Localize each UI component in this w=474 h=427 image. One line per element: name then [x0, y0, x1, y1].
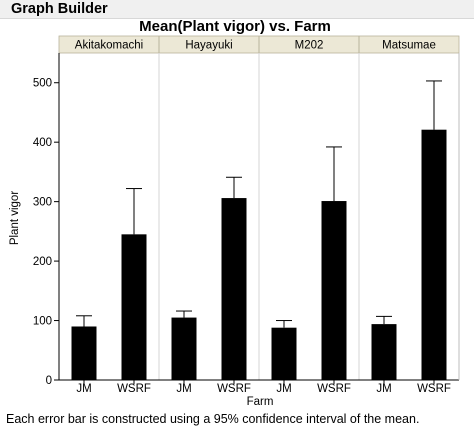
x-tick-label: JM [176, 383, 191, 395]
chart-title: Mean(Plant vigor) vs. Farm [139, 18, 331, 35]
plot-area: Akitakomachi JM WSRF Hayayuki JM WSRF M202 JM WS… [33, 35, 460, 395]
window-titlebar: Graph Builder [0, 0, 474, 19]
bar [371, 324, 397, 380]
x-axis-label: Farm [247, 396, 274, 408]
bar [171, 317, 197, 380]
x-tick-label: WSRF [317, 383, 351, 395]
panel-label: Hayayuki [185, 40, 232, 52]
bar [421, 129, 447, 380]
x-tick-label: JM [376, 383, 391, 395]
bar [221, 198, 247, 380]
y-tick-label: 200 [33, 256, 52, 268]
bar [271, 327, 297, 380]
panel-label: Matsumae [382, 40, 436, 52]
chart: Mean(Plant vigor) vs. Farm Plant vigor F… [9, 18, 460, 408]
x-tick-label: WSRF [417, 383, 451, 395]
y-tick-label: 300 [33, 197, 52, 209]
y-axis-label: Plant vigor [9, 191, 21, 246]
panel-label: Akitakomachi [75, 40, 143, 52]
panel-label: M202 [295, 40, 324, 52]
y-tick-label: 400 [33, 137, 52, 149]
bar [71, 326, 97, 380]
y-tick-label: 100 [33, 316, 52, 328]
bar [321, 201, 347, 380]
x-tick-label: JM [276, 383, 291, 395]
window-title: Graph Builder [11, 1, 108, 17]
x-tick-label: WSRF [217, 383, 251, 395]
x-tick-label: JM [76, 383, 91, 395]
footnote: Each error bar is constructed using a 95… [6, 412, 420, 426]
bar [121, 234, 147, 380]
y-tick-label: 500 [33, 78, 52, 90]
y-tick-label: 0 [46, 375, 52, 387]
x-tick-label: WSRF [117, 383, 151, 395]
